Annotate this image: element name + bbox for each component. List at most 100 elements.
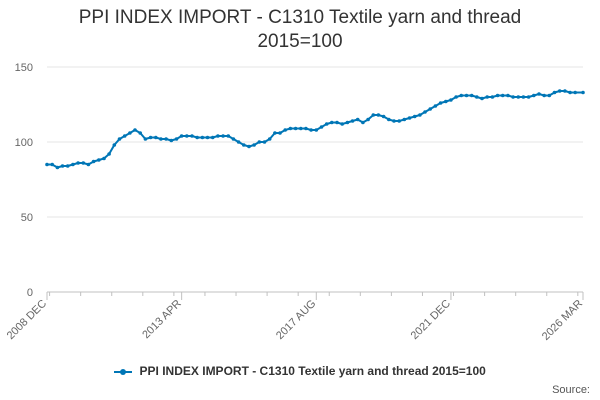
data-point bbox=[60, 164, 65, 168]
data-point bbox=[102, 156, 106, 161]
data-point bbox=[112, 143, 117, 147]
data-point bbox=[273, 131, 277, 135]
data-point bbox=[355, 117, 360, 122]
data-point bbox=[449, 98, 453, 102]
data-point bbox=[376, 113, 381, 117]
data-point bbox=[159, 137, 163, 141]
x-tick-label: 2008 DEC bbox=[5, 298, 49, 342]
data-point bbox=[563, 89, 567, 93]
data-point bbox=[350, 119, 355, 123]
data-point bbox=[407, 116, 412, 120]
data-point bbox=[532, 93, 536, 98]
data-point bbox=[304, 126, 308, 131]
data-point bbox=[195, 135, 199, 140]
data-point bbox=[200, 135, 205, 140]
data-point bbox=[500, 93, 505, 98]
chart-title-line-2: 2015=100 bbox=[257, 31, 343, 52]
data-point bbox=[55, 165, 60, 170]
data-point bbox=[521, 95, 526, 99]
data-point bbox=[433, 104, 438, 108]
data-point bbox=[293, 126, 298, 131]
data-point bbox=[330, 120, 334, 125]
data-point bbox=[464, 93, 469, 98]
data-point bbox=[397, 119, 402, 123]
data-point bbox=[247, 144, 251, 149]
data-point bbox=[81, 161, 86, 165]
data-point bbox=[537, 92, 541, 96]
data-point bbox=[288, 126, 293, 131]
data-point bbox=[231, 137, 236, 141]
data-point bbox=[65, 164, 70, 168]
data-point bbox=[438, 101, 443, 105]
data-point bbox=[361, 120, 365, 125]
data-point bbox=[547, 93, 552, 98]
chart-legend[interactable]: PPI INDEX IMPORT - C1310 Textile yarn an… bbox=[0, 364, 600, 378]
data-point bbox=[495, 93, 500, 98]
data-point bbox=[506, 93, 510, 98]
data-point bbox=[480, 96, 484, 101]
data-point bbox=[366, 117, 370, 122]
data-point bbox=[179, 134, 184, 138]
data-point bbox=[319, 125, 324, 129]
data-point bbox=[573, 90, 577, 95]
data-point bbox=[299, 126, 303, 131]
data-point bbox=[262, 140, 267, 144]
data-point bbox=[526, 95, 531, 99]
data-point bbox=[185, 134, 189, 138]
data-point bbox=[226, 134, 231, 138]
data-point bbox=[278, 131, 282, 135]
data-point bbox=[236, 140, 241, 144]
data-point bbox=[174, 137, 179, 141]
data-point bbox=[392, 119, 396, 123]
data-point bbox=[412, 114, 417, 119]
data-point bbox=[50, 162, 54, 167]
data-point bbox=[490, 95, 495, 99]
data-point bbox=[138, 131, 142, 135]
data-point bbox=[423, 110, 427, 114]
data-point bbox=[169, 138, 174, 143]
y-tick-label: 100 bbox=[15, 137, 33, 149]
data-point bbox=[143, 137, 148, 141]
data-point bbox=[542, 93, 546, 98]
data-point bbox=[76, 161, 80, 165]
data-point bbox=[418, 113, 422, 117]
data-point bbox=[516, 95, 521, 99]
data-point bbox=[309, 128, 313, 132]
data-point bbox=[459, 93, 464, 98]
data-point bbox=[128, 131, 132, 135]
data-point bbox=[557, 89, 562, 93]
data-point bbox=[402, 117, 407, 122]
data-point bbox=[324, 122, 329, 126]
x-tick-label: 2017 AUG bbox=[274, 298, 318, 342]
data-point bbox=[86, 162, 91, 167]
data-point bbox=[216, 134, 220, 138]
data-point bbox=[283, 128, 288, 132]
legend-series-label: PPI INDEX IMPORT - C1310 Textile yarn an… bbox=[139, 364, 486, 378]
data-point bbox=[45, 162, 49, 167]
data-point bbox=[91, 159, 96, 164]
data-point bbox=[387, 117, 391, 122]
data-point bbox=[242, 143, 246, 147]
chart-title-line-1: PPI INDEX IMPORT - C1310 Textile yarn an… bbox=[78, 7, 522, 28]
data-point bbox=[444, 99, 448, 104]
data-point bbox=[164, 137, 168, 141]
data-point bbox=[552, 90, 557, 95]
data-point bbox=[267, 137, 272, 141]
data-point bbox=[568, 90, 572, 95]
data-point bbox=[485, 95, 490, 99]
data-point bbox=[469, 93, 474, 98]
data-point bbox=[221, 134, 225, 138]
legend-line-marker-icon bbox=[114, 368, 133, 376]
data-point bbox=[71, 162, 75, 167]
data-point bbox=[345, 120, 350, 125]
data-point bbox=[205, 135, 210, 140]
data-point bbox=[371, 113, 376, 117]
data-point bbox=[148, 135, 153, 140]
data-point bbox=[107, 152, 111, 156]
data-point bbox=[581, 90, 585, 95]
data-point bbox=[210, 135, 215, 140]
data-point bbox=[154, 135, 158, 140]
x-tick-label: 2013 APR bbox=[140, 298, 184, 342]
source-label[interactable]: Source: bbox=[552, 384, 590, 396]
